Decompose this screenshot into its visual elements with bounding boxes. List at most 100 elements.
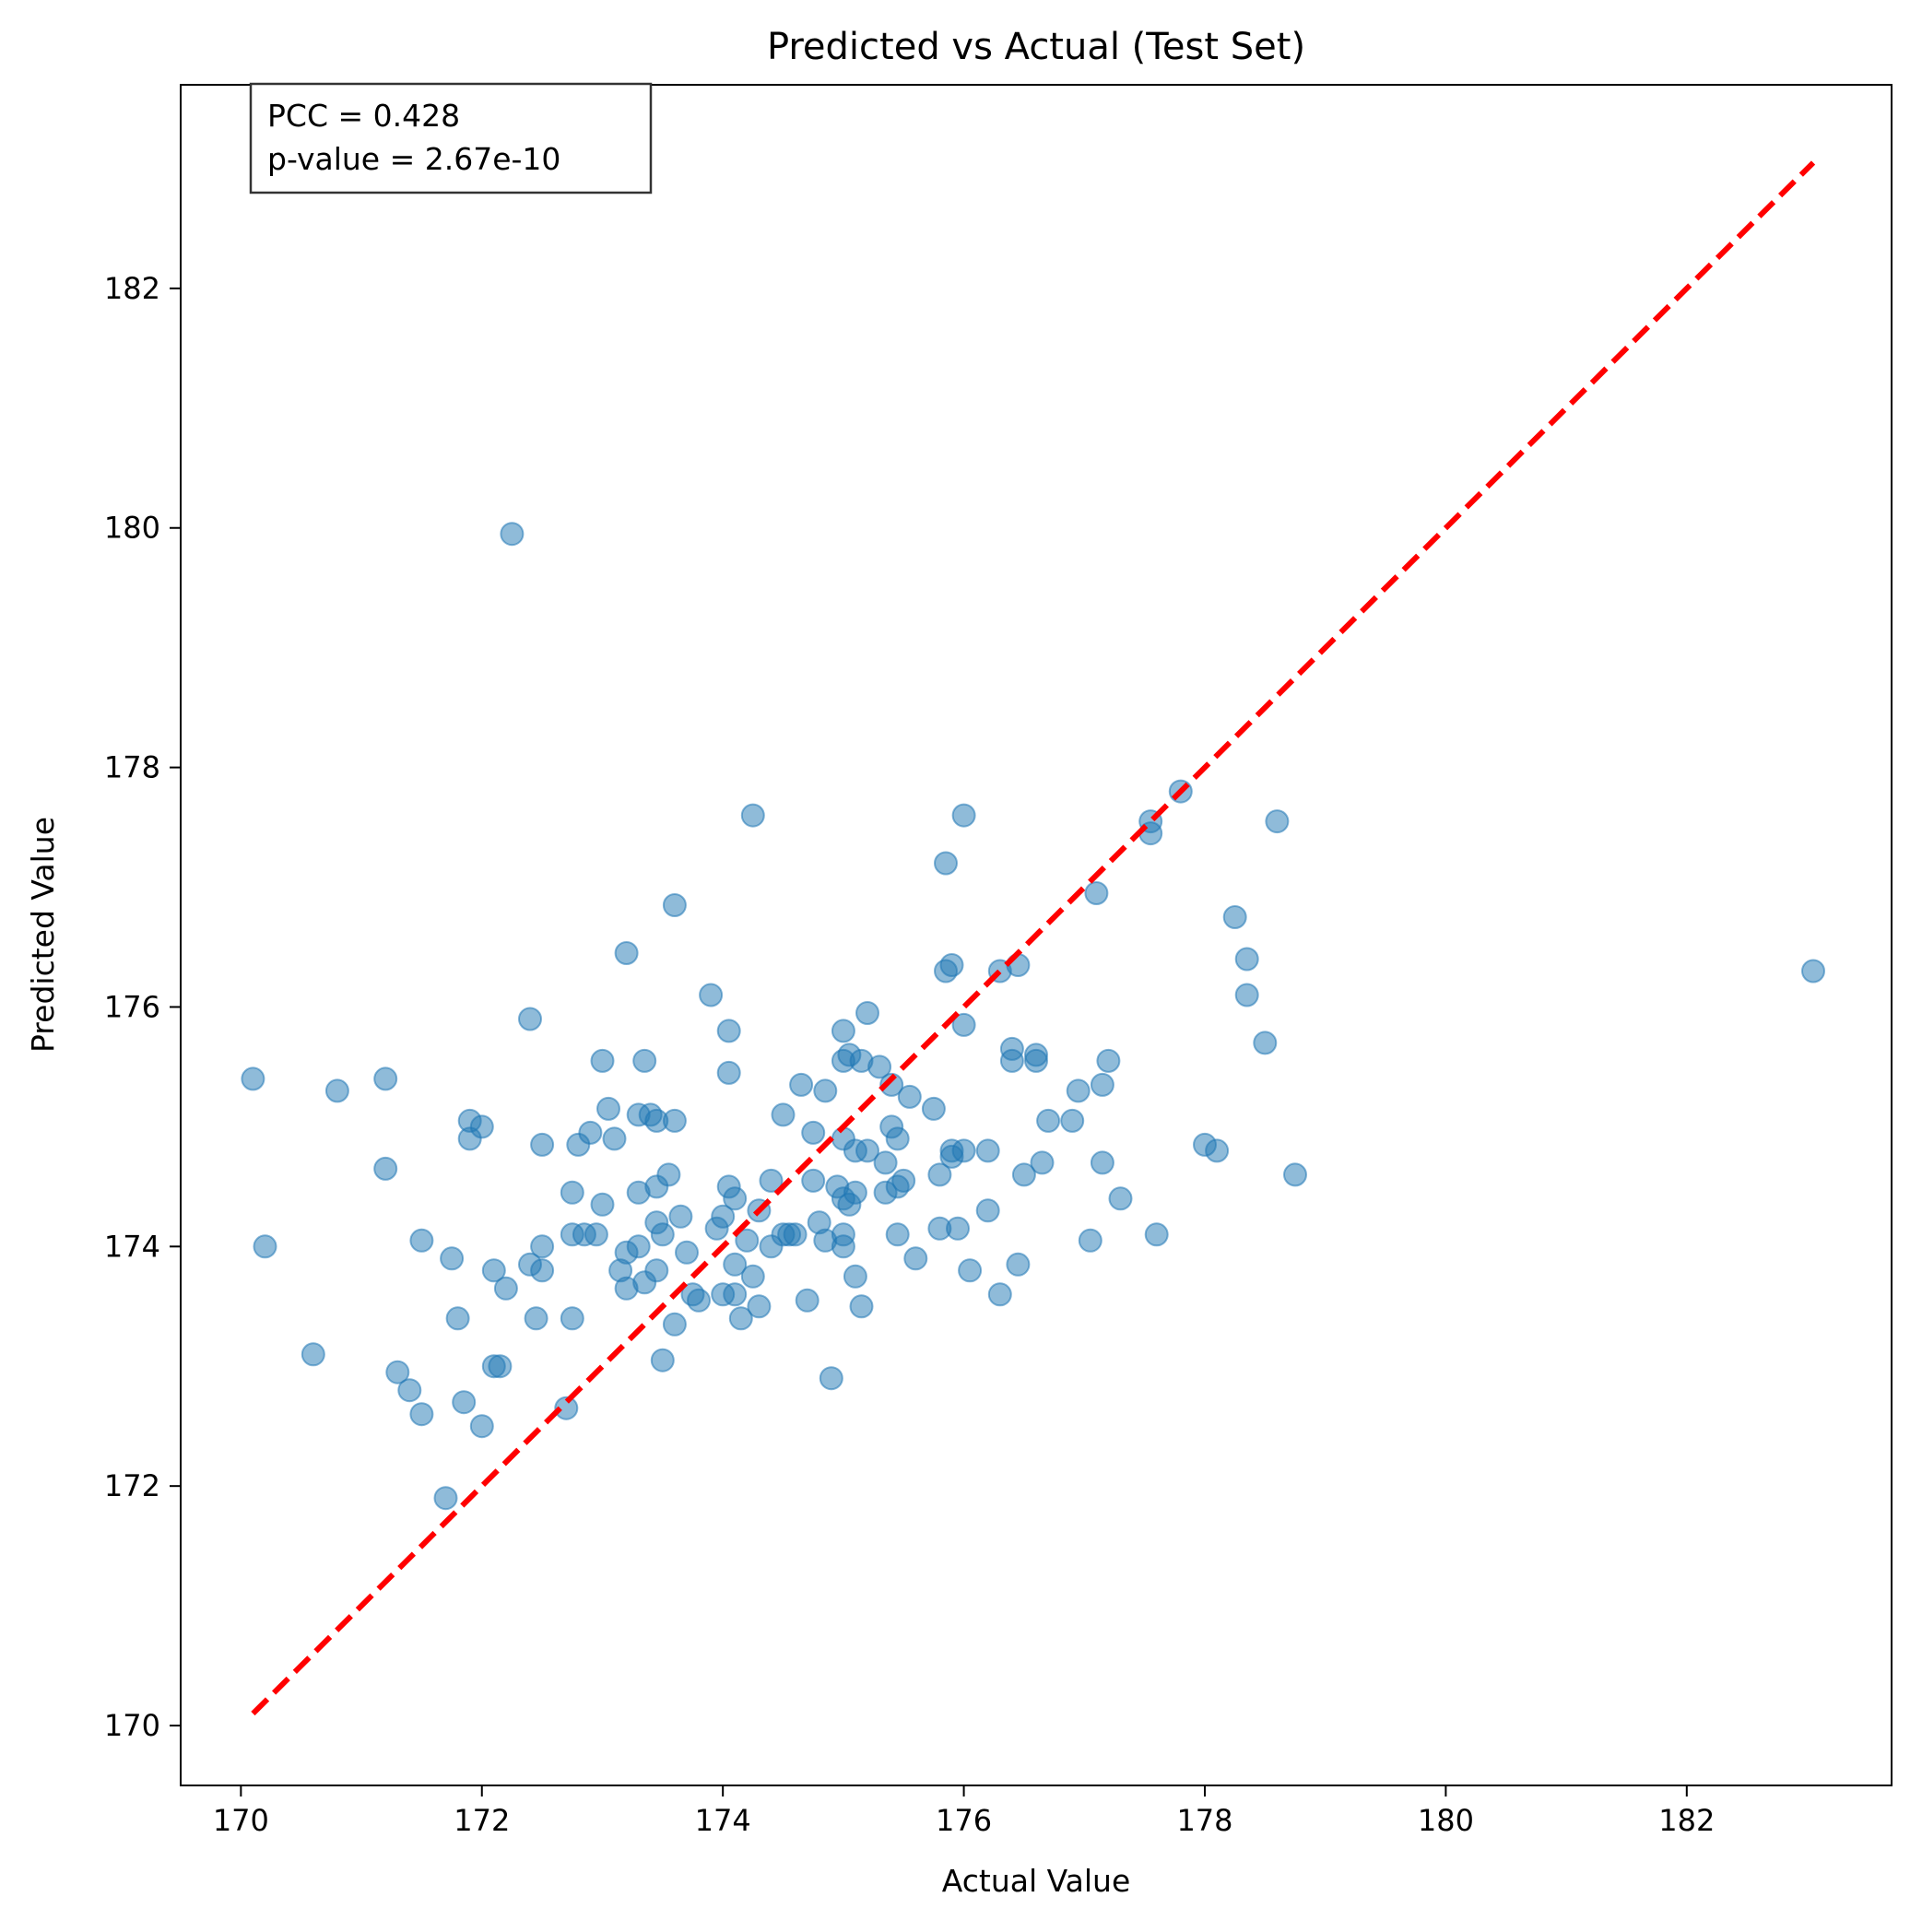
scatter-point <box>723 1282 748 1307</box>
scatter-point <box>723 1186 748 1211</box>
scatter-point <box>433 1486 458 1511</box>
scatter-point <box>921 1096 946 1121</box>
scatter-point <box>626 1234 651 1259</box>
scatter-point <box>1108 1186 1133 1211</box>
scatter-point <box>518 1007 542 1031</box>
scatter-point <box>951 803 976 828</box>
scatter-point <box>885 1222 910 1247</box>
scatter-point <box>723 1252 748 1277</box>
identity-reference-line <box>251 160 1816 1716</box>
scatter-point <box>1222 905 1247 929</box>
scatter-point <box>488 1354 513 1379</box>
scatter-point <box>469 1114 494 1139</box>
x-axis-label: Actual Value <box>942 1863 1131 1899</box>
scatter-point <box>530 1132 555 1157</box>
scatter-point <box>897 1084 922 1109</box>
scatter-point <box>740 1264 765 1289</box>
scatter-point <box>716 1060 741 1085</box>
scatter-point <box>644 1258 669 1283</box>
scatter-point <box>891 1168 916 1193</box>
y-tick-label: 174 <box>104 1229 160 1264</box>
p-value-annotation: p-value = 2.67e-10 <box>267 141 560 177</box>
scatter-point <box>675 1240 699 1265</box>
y-tick-label: 180 <box>104 511 160 546</box>
scatter-point <box>1265 809 1290 834</box>
scatter-point <box>1078 1228 1102 1253</box>
scatter-point <box>560 1180 584 1205</box>
scatter-point <box>662 1312 687 1337</box>
x-tick-label: 174 <box>695 1803 751 1838</box>
scatter-point <box>747 1294 772 1319</box>
scatter-point <box>662 1108 687 1133</box>
reference-line-layer <box>251 160 1816 1716</box>
scatter-point <box>560 1306 584 1331</box>
scatter-point <box>602 1126 627 1151</box>
scatter-point <box>596 1096 620 1121</box>
scatter-point <box>373 1156 398 1181</box>
scatter-point <box>999 1048 1024 1073</box>
scatter-point <box>716 1019 741 1043</box>
scatter-point <box>578 1120 603 1145</box>
scatter-point <box>650 1348 675 1372</box>
scatter-point <box>975 1138 1000 1163</box>
scatter-point <box>855 1001 879 1025</box>
scatter-point <box>1066 1078 1091 1103</box>
scatter-point <box>759 1168 784 1193</box>
x-tick-label: 176 <box>936 1803 992 1838</box>
scatter-point <box>1283 1162 1307 1187</box>
scatter-point <box>1234 947 1259 972</box>
scatter-point <box>795 1288 820 1313</box>
scatter-point <box>831 1234 855 1259</box>
scatter-point <box>668 1204 693 1229</box>
scatter-point <box>831 1019 855 1043</box>
pcc-annotation: PCC = 0.428 <box>267 98 460 134</box>
scatter-point <box>373 1066 398 1091</box>
y-tick-label: 176 <box>104 989 160 1024</box>
annotation-box: PCC = 0.428 p-value = 2.67e-10 <box>249 82 653 194</box>
scatter-point <box>728 1306 753 1331</box>
scatter-point <box>530 1234 555 1259</box>
scatter-point <box>711 1204 736 1229</box>
scatter-point <box>1006 1252 1031 1277</box>
scatter-point <box>819 1366 843 1391</box>
scatter-point <box>934 851 958 876</box>
scatter-point <box>301 1342 325 1367</box>
scatter-point <box>740 803 765 828</box>
scatter-point <box>843 1180 867 1205</box>
x-tick-label: 178 <box>1176 1803 1232 1838</box>
scatter-point <box>409 1228 434 1253</box>
scatter-point <box>939 953 964 977</box>
y-tick-label: 170 <box>104 1708 160 1743</box>
scatter-point <box>1030 1150 1055 1175</box>
scatter-point <box>987 1282 1012 1307</box>
y-tick-label: 172 <box>104 1468 160 1503</box>
y-axis-ticks: 170 172 174 176 178 180 182 <box>104 271 181 1743</box>
x-tick-label: 182 <box>1658 1803 1715 1838</box>
scatter-point <box>849 1294 874 1319</box>
scatter-point <box>1036 1108 1061 1133</box>
chart-title: Predicted vs Actual (Test Set) <box>767 26 1305 68</box>
scatter-point <box>469 1414 494 1439</box>
scatter-point <box>885 1126 910 1151</box>
x-tick-label: 170 <box>213 1803 269 1838</box>
scatter-point <box>590 1048 615 1073</box>
x-tick-label: 180 <box>1418 1803 1474 1838</box>
y-axis-label: Predicted Value <box>25 817 61 1053</box>
scatter-point <box>843 1264 867 1289</box>
points-layer <box>241 522 1825 1511</box>
plot-frame <box>180 84 1893 1786</box>
y-tick-label: 178 <box>104 750 160 785</box>
scatter-point <box>927 1162 952 1187</box>
scatter-point <box>324 1078 349 1103</box>
scatter-point <box>632 1048 657 1073</box>
scatter-point <box>958 1258 983 1283</box>
scatter-point <box>1096 1048 1121 1073</box>
scatter-point <box>530 1258 555 1283</box>
scatter-point <box>855 1138 879 1163</box>
scatter-point <box>801 1120 826 1145</box>
scatter-point <box>1090 1150 1114 1175</box>
scatter-point <box>813 1078 838 1103</box>
scatter-point <box>614 941 639 965</box>
scatter-point <box>1084 881 1109 905</box>
scatter-point <box>1090 1072 1114 1097</box>
